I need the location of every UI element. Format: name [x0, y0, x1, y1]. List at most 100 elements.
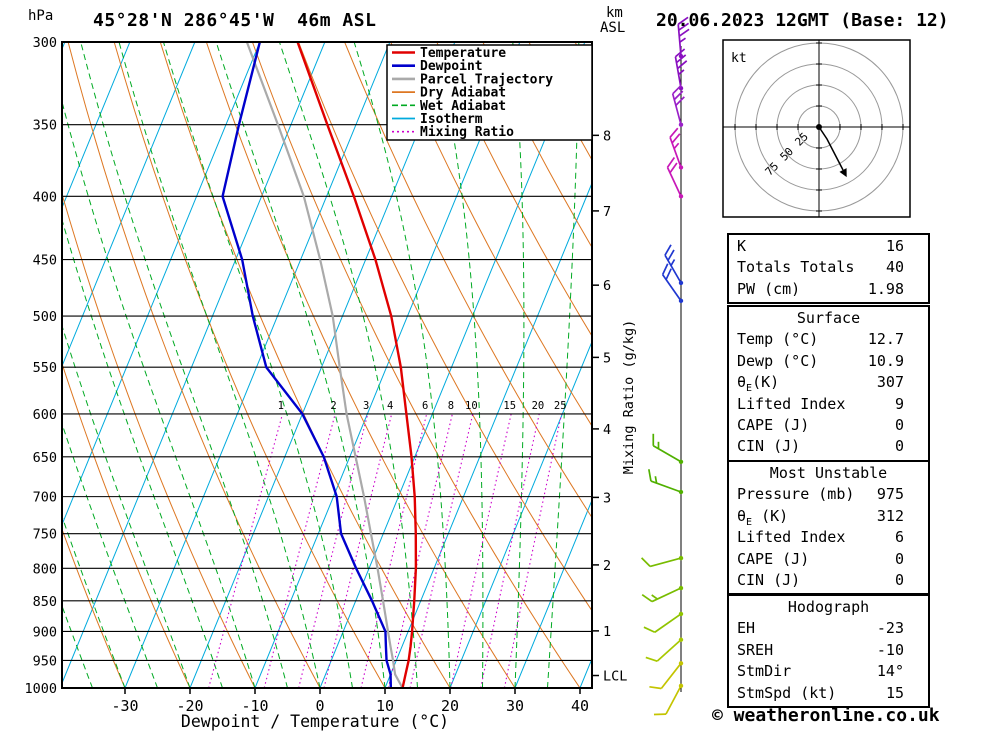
svg-text:LCL: LCL	[603, 669, 627, 685]
svg-text:1: 1	[278, 400, 284, 412]
row-value: 15	[885, 683, 904, 702]
trace-arrowhead	[839, 168, 847, 178]
row-label: θE(K)	[737, 373, 780, 395]
svg-text:3: 3	[603, 490, 611, 506]
svg-text:3: 3	[363, 400, 369, 412]
svg-text:900: 900	[33, 624, 57, 640]
svg-text:15: 15	[503, 400, 516, 412]
row-label: Lifted Index	[737, 528, 846, 547]
svg-text:600: 600	[33, 407, 57, 423]
svg-text:1000: 1000	[24, 681, 57, 697]
table-row: Pressure (mb) 975	[729, 484, 928, 505]
svg-text:10: 10	[465, 400, 478, 412]
svg-text:750: 750	[33, 527, 57, 543]
stats-table-hodograph: Hodograph EH -23 SREH -10 StmDir 14° StmSpd (kt…	[727, 594, 930, 709]
storm-motion-dot	[816, 124, 822, 130]
svg-text:-10: -10	[241, 697, 268, 715]
svg-text:Wet Adiabat: Wet Adiabat	[420, 99, 506, 114]
row-value: 6	[894, 528, 904, 547]
table-row: Temp (°C) 12.7	[729, 329, 928, 350]
table-row: CIN (J) 0	[729, 570, 928, 591]
table-row: EH -23	[729, 618, 928, 639]
table-row: CAPE (J) 0	[729, 415, 928, 436]
location-title: 45°28'N 286°45'W 46m ASL	[93, 10, 377, 31]
datetime-label: 20.06.2023 12GMT (Base: 12)	[656, 10, 949, 31]
row-value: 312	[876, 506, 904, 525]
row-value: 14°	[876, 662, 904, 681]
row-value: 975	[876, 485, 904, 504]
table-row: PW (cm) 1.98	[729, 279, 928, 300]
svg-text:-30: -30	[111, 697, 138, 715]
stats-table-indices: K 16 Totals Totals 40 PW (cm) 1.98	[727, 233, 930, 305]
row-label: EH	[737, 619, 756, 638]
asl-unit-label: ASL	[600, 20, 626, 36]
table-row: StmSpd (kt) 15	[729, 683, 928, 704]
pressure-axis-labels: 300 350 400 450 500 550 600 650 700 750 800 850 900 9…	[24, 35, 57, 697]
svg-text:4: 4	[603, 422, 611, 438]
svg-text:700: 700	[33, 490, 57, 506]
wind-barb	[652, 433, 684, 464]
wind-barb	[661, 263, 684, 304]
row-value: -23	[876, 619, 904, 638]
wind-barb	[666, 157, 684, 199]
table-title: Most Unstable	[769, 464, 888, 482]
stats-table-surface: Surface Temp (°C) 12.7 Dewp (°C) 10.9 θE(K) 30…	[727, 305, 930, 462]
temperature-curve	[296, 42, 418, 688]
svg-text:20: 20	[441, 697, 459, 715]
svg-text:6: 6	[603, 278, 611, 294]
svg-text:350: 350	[33, 118, 57, 134]
row-label: StmSpd (kt)	[737, 683, 837, 702]
svg-text:5: 5	[603, 350, 611, 366]
row-label: CAPE (J)	[737, 549, 810, 568]
row-value: 0	[894, 571, 904, 590]
row-value: 40	[885, 258, 904, 277]
dewpoint-curve	[221, 42, 393, 688]
table-row: SREH -10	[729, 640, 928, 661]
svg-text:6: 6	[422, 400, 428, 412]
altitude-axis: 8 7 6 5 4 3 2 1 LCL Mixing Ratio (g/kg)	[592, 128, 637, 685]
wind-barb	[641, 585, 684, 603]
svg-text:kt: kt	[731, 51, 747, 66]
svg-text:450: 450	[33, 253, 57, 269]
wind-barbs	[641, 16, 690, 716]
row-label: StmDir	[737, 662, 792, 681]
svg-text:Dry Adiabat: Dry Adiabat	[420, 86, 506, 101]
svg-text:Mixing Ratio: Mixing Ratio	[420, 125, 514, 140]
table-row: Dewp (°C) 10.9	[729, 351, 928, 372]
isotherm-lines	[62, 42, 592, 688]
wind-barb	[643, 611, 684, 634]
svg-text:Isotherm: Isotherm	[420, 112, 483, 127]
row-label: SREH	[737, 640, 774, 659]
altitude-unit-label: km ASL	[600, 6, 625, 36]
svg-text:-20: -20	[176, 697, 203, 715]
svg-text:850: 850	[33, 594, 57, 610]
svg-text:40: 40	[571, 697, 589, 715]
row-label: K	[737, 237, 747, 255]
svg-text:950: 950	[33, 653, 57, 669]
table-row: θE(K) 307	[729, 372, 928, 395]
stats-table-most-unstable: Most Unstable Pressure (mb) 975 θE (K) 312 Li…	[727, 460, 930, 596]
mixing-ratio-labels: 1 2 3 4 6 8 10 15 20 25	[278, 400, 567, 412]
wind-barb	[649, 661, 684, 690]
row-label: Totals Totals	[737, 258, 855, 277]
pressure-unit-label: hPa	[28, 8, 54, 24]
row-label: θE (K)	[737, 506, 789, 528]
table-row: Lifted Index 9	[729, 394, 928, 415]
svg-text:25: 25	[554, 400, 567, 412]
row-value: 10.9	[867, 351, 904, 370]
svg-text:20: 20	[532, 400, 545, 412]
wind-barb	[669, 127, 684, 170]
svg-text:650: 650	[33, 450, 57, 466]
row-label: Temp (°C)	[737, 330, 819, 349]
wind-barb	[648, 469, 684, 495]
row-value: 1.98	[867, 279, 904, 298]
row-value: 12.7	[867, 330, 904, 349]
wind-barb	[671, 84, 685, 127]
svg-text:500: 500	[33, 309, 57, 325]
svg-text:Dewpoint / Temperature (°C): Dewpoint / Temperature (°C)	[181, 712, 449, 731]
svg-text:8: 8	[448, 400, 454, 412]
km-unit-label: km	[606, 5, 623, 21]
svg-text:7: 7	[603, 204, 611, 220]
